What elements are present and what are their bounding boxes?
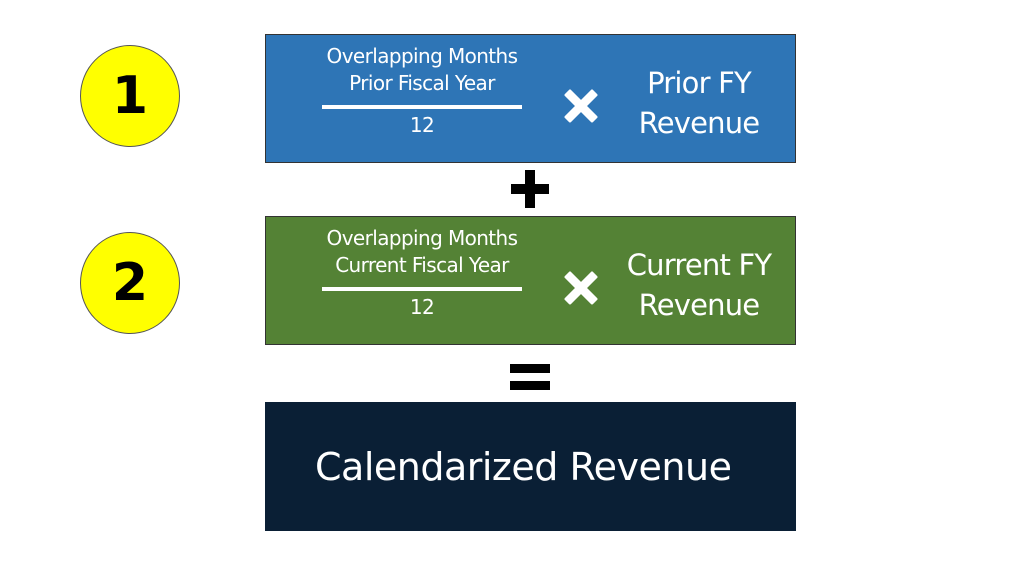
multiply-icon <box>564 89 598 123</box>
fraction: Overlapping Months Prior Fiscal Year 12 <box>306 41 538 137</box>
multiply-icon <box>564 271 598 305</box>
numerator-line1: Overlapping Months <box>326 226 519 250</box>
result-label: Calendarized Revenue <box>315 444 732 489</box>
rhs-line1: Current FY <box>626 248 772 282</box>
numerator-line2: Prior Fiscal Year <box>349 71 495 95</box>
equals-icon <box>510 364 550 390</box>
rhs-line2: Revenue <box>638 106 761 140</box>
fraction-bar <box>322 105 522 109</box>
rhs-label: Prior FY Revenue <box>601 63 797 143</box>
rhs-line2: Revenue <box>638 288 761 322</box>
fraction-bar <box>322 287 522 291</box>
denominator: 12 <box>409 113 435 137</box>
step-badge-2: 2 <box>80 232 180 334</box>
current-fy-box: Overlapping Months Current Fiscal Year 1… <box>265 216 796 345</box>
calendarized-revenue-box: Calendarized Revenue <box>265 402 796 531</box>
numerator-line2: Current Fiscal Year <box>335 253 509 277</box>
step-number: 1 <box>111 66 149 126</box>
prior-fy-box: Overlapping Months Prior Fiscal Year 12 … <box>265 34 796 163</box>
rhs-line1: Prior FY <box>647 66 752 100</box>
denominator: 12 <box>409 295 435 319</box>
fraction: Overlapping Months Current Fiscal Year 1… <box>306 223 538 319</box>
rhs-label: Current FY Revenue <box>601 245 797 325</box>
step-number: 2 <box>111 253 149 313</box>
numerator-line1: Overlapping Months <box>326 44 519 68</box>
step-badge-1: 1 <box>80 45 180 147</box>
plus-icon <box>511 170 549 208</box>
